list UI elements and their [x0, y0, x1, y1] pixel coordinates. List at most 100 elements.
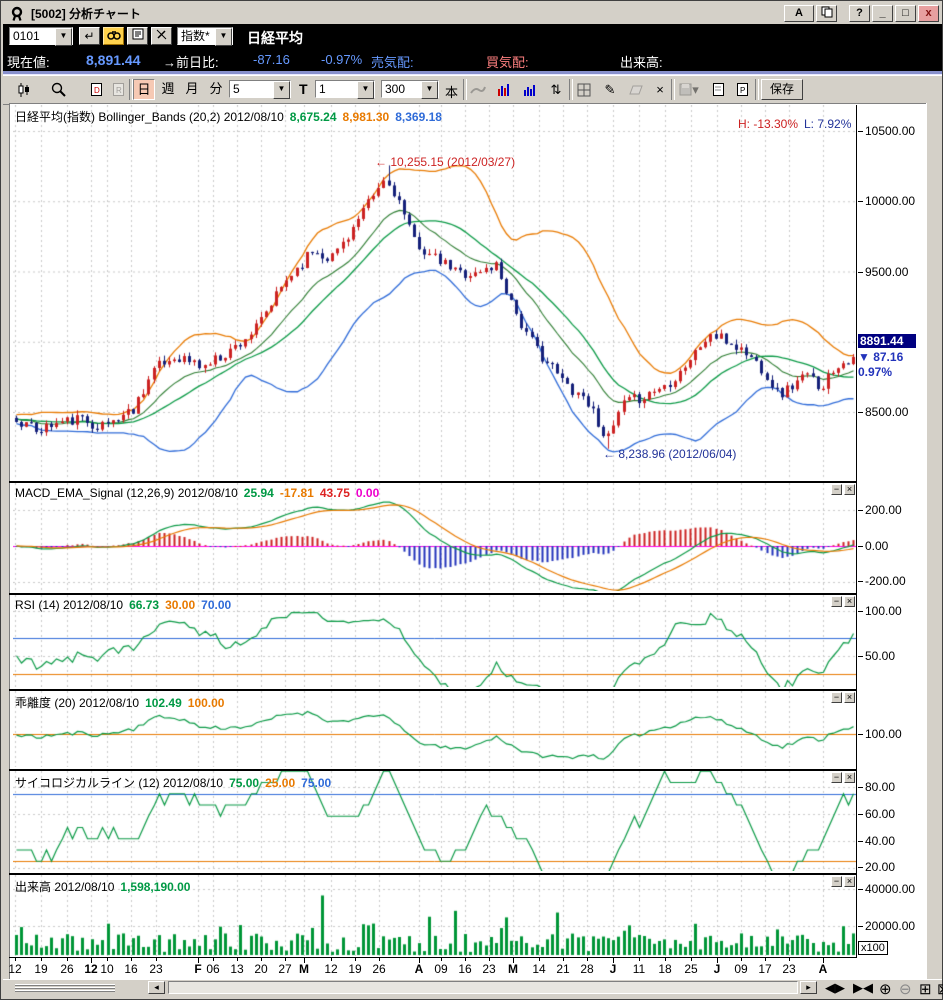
save-button[interactable]: 保存 — [761, 79, 803, 100]
volume-minimize-button[interactable]: − — [831, 876, 842, 887]
eraser-icon[interactable] — [625, 79, 647, 100]
chevron-down-icon[interactable]: ▼ — [215, 28, 232, 46]
code-combo[interactable]: 0101 ▼ — [9, 27, 73, 46]
bar-count-combo[interactable]: 300 ▼ — [381, 80, 439, 99]
close-button[interactable]: x — [918, 5, 939, 22]
period-minute-button[interactable]: 分 — [209, 81, 223, 96]
grid-layout-icon[interactable] — [573, 79, 595, 100]
volume-chart[interactable] — [13, 875, 856, 956]
right-gutter — [926, 103, 942, 979]
y-axis-tick-label: 60.00 — [858, 807, 895, 821]
maximize-button[interactable]: □ — [895, 5, 916, 22]
volume-bars-icon[interactable] — [519, 79, 541, 100]
volume-panel-header: 出来高 2012/08/10 1,598,190.00 — [15, 878, 190, 895]
zoom-tool-icon[interactable] — [47, 79, 69, 100]
scroll-left-button[interactable]: ◂ — [148, 981, 165, 994]
y-axis-tick-label: 9500.00 — [858, 265, 908, 279]
kairi-minimize-button[interactable]: − — [831, 692, 842, 703]
period-weekly-button[interactable]: 週 — [161, 81, 175, 96]
x-axis-tick-label: 27 — [278, 962, 292, 976]
index-type-combo[interactable]: 指数* ▼ — [177, 27, 233, 46]
ask-label: 売気配: — [371, 55, 414, 70]
kairi-close-button[interactable]: × — [844, 692, 855, 703]
zoom-out-icon[interactable]: ⊖ — [899, 981, 912, 998]
scroll-right-button[interactable]: ▸ — [800, 981, 817, 994]
enter-button[interactable]: ↵ — [79, 27, 100, 45]
zoom-in-icon[interactable]: ⊕ — [879, 981, 892, 998]
macd-close-button[interactable]: × — [844, 484, 855, 495]
x-axis-tick-label: 11 — [632, 962, 646, 976]
minute-interval-combo[interactable]: 5 ▼ — [229, 80, 291, 99]
chevron-down-icon[interactable]: ▼ — [55, 28, 72, 46]
volume-label: 出来高: — [620, 55, 663, 70]
rsi-chart[interactable] — [13, 595, 856, 687]
compress-icon[interactable]: ▶◀ — [853, 980, 873, 995]
x-axis-tick-label: J — [713, 962, 721, 976]
pencil-draw-icon[interactable]: ✎ — [604, 81, 616, 97]
last-percent-tag: 0.97% — [858, 365, 893, 379]
compare-bars-icon[interactable] — [493, 79, 515, 100]
symbol-name: 日経平均 — [247, 30, 303, 46]
tick-count-combo[interactable]: 1 ▼ — [315, 80, 375, 99]
x-axis-tick — [379, 957, 380, 961]
rsi-close-button[interactable]: × — [844, 596, 855, 607]
chevron-down-icon[interactable]: ▼ — [421, 81, 438, 99]
x-axis-tick-label: 23 — [149, 962, 163, 976]
x-axis-tick — [156, 957, 157, 961]
rsi-minimize-button[interactable]: − — [831, 596, 842, 607]
help-button[interactable]: ? — [849, 5, 870, 22]
pan-both-icon[interactable]: ◀▶ — [825, 980, 845, 995]
x-axis-tick-label: 25 — [684, 962, 698, 976]
symbol-bar: 0101 ▼ ↵ 指数* ▼ 日経平均 — [3, 24, 942, 48]
no-draw-button[interactable] — [151, 27, 172, 45]
panel-separator — [9, 481, 857, 483]
page-copy-icon[interactable] — [707, 79, 729, 100]
macd-chart[interactable] — [13, 483, 856, 591]
minimize-button[interactable]: _ — [872, 5, 893, 22]
copy-window-button[interactable] — [816, 5, 837, 22]
y-axis-tick-label: 40.00 — [858, 834, 895, 848]
chevron-down-icon[interactable]: ▼ — [357, 81, 374, 99]
x-axis-tick — [131, 957, 132, 961]
psych-panel-header: サイコロジカルライン (12) 2012/08/10 75.00 25.00 75.0… — [15, 774, 331, 791]
delete-x-icon[interactable]: × — [656, 82, 664, 97]
close-box-icon[interactable]: ⊠ — [937, 980, 943, 998]
period-daily-button[interactable]: 日 — [133, 79, 155, 100]
x-axis-tick-label: M — [508, 962, 518, 976]
x-axis-tick-label: 17 — [758, 962, 772, 976]
psychological-line-chart[interactable] — [13, 771, 856, 871]
divider — [671, 79, 675, 100]
divider — [463, 79, 467, 100]
scrollbar-track[interactable] — [168, 981, 798, 994]
kairi-chart[interactable] — [13, 691, 856, 767]
chevron-down-icon[interactable]: ▼ — [273, 81, 290, 99]
main-panel-title: 日経平均(指数) Bollinger_Bands (20,2) 2012/08/… — [15, 110, 284, 124]
page-print-icon[interactable]: P — [731, 79, 753, 100]
copy-page-d-icon[interactable]: D — [85, 79, 107, 100]
save-disk-icon[interactable]: ▾ — [675, 79, 703, 100]
copy-page-r-icon[interactable]: R — [107, 79, 129, 100]
x-axis-tick — [823, 957, 824, 963]
font-a-button[interactable]: A — [784, 5, 814, 22]
macd-title: MACD_EMA_Signal (12,26,9) 2012/08/10 — [15, 486, 238, 500]
memo-edit-button[interactable] — [127, 27, 148, 45]
period-monthly-button[interactable]: 月 — [185, 81, 199, 96]
x-axis-tick — [15, 957, 16, 961]
candlestick-chart-icon[interactable] — [13, 79, 35, 100]
last-price-tag: 8891.44 — [858, 334, 916, 348]
price-axis-line — [856, 105, 857, 958]
indicator-value: 1,598,190.00 — [120, 880, 191, 894]
resize-grip[interactable] — [15, 984, 115, 992]
volume-close-button[interactable]: × — [844, 876, 855, 887]
macd-minimize-button[interactable]: − — [831, 484, 842, 495]
price-annotation: ← 10,255.15 (2012/03/27) — [375, 155, 516, 169]
psych-close-button[interactable]: × — [844, 772, 855, 783]
psych-minimize-button[interactable]: − — [831, 772, 842, 783]
grid-toggle-icon[interactable]: ⊞ — [919, 981, 932, 998]
main-price-chart[interactable] — [13, 105, 856, 479]
brush-icon[interactable] — [467, 79, 489, 100]
updown-arrows-icon[interactable]: ⇅ — [550, 81, 562, 97]
indicator-value: 0.00 — [355, 486, 380, 500]
binoculars-search-button[interactable] — [103, 27, 124, 45]
